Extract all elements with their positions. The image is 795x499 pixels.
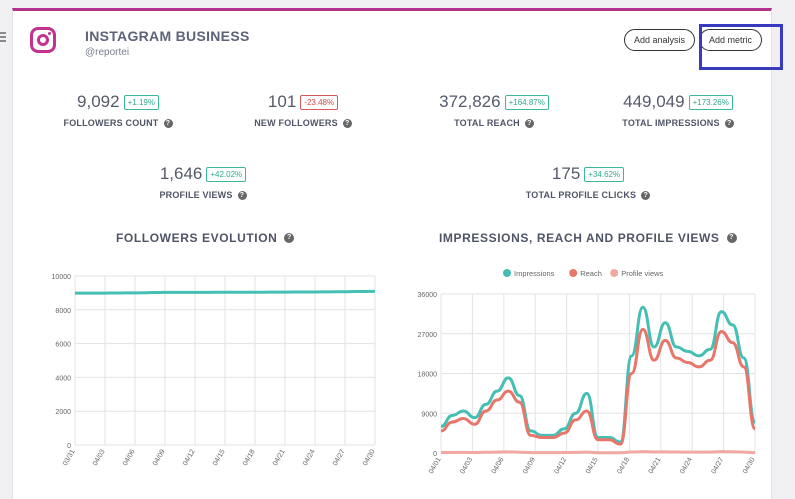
chart-title-text: FOLLOWERS EVOLUTION xyxy=(116,231,278,245)
metric-new-followers: 101 -23.48% NEW FOLLOWERS? xyxy=(228,92,378,128)
x-tick-label: 04/27 xyxy=(711,456,726,475)
help-icon[interactable]: ? xyxy=(237,190,247,200)
add-metric-button[interactable]: Add metric xyxy=(699,29,763,51)
metric-total-reach: 372,826 +164.87% TOTAL REACH? xyxy=(409,92,579,128)
account-handle: @reportei xyxy=(85,47,130,58)
metric-change-badge: +173.26% xyxy=(688,94,733,110)
y-tick-label: 27000 xyxy=(418,332,438,339)
x-tick-label: 04/09 xyxy=(152,448,167,467)
metric-value: 1,646 xyxy=(159,164,203,183)
metric-change-badge: +164.87% xyxy=(504,94,549,110)
metric-value: 175 xyxy=(551,164,581,183)
metric-label: TOTAL PROFILE CLICKS xyxy=(525,190,637,200)
series-line xyxy=(75,289,376,295)
metric-label: TOTAL REACH xyxy=(454,118,520,128)
legend-label: Impressions xyxy=(514,269,555,278)
x-tick-label: 04/30 xyxy=(362,448,377,467)
help-icon[interactable]: ? xyxy=(524,118,534,128)
metric-value: 372,826 xyxy=(439,92,501,111)
x-tick-label: 04/30 xyxy=(742,456,757,475)
chart-title-text: IMPRESSIONS, REACH AND PROFILE VIEWS xyxy=(439,231,720,245)
x-tick-label: 04/27 xyxy=(332,448,347,467)
metric-value: 449,049 xyxy=(623,92,685,111)
series-line xyxy=(440,305,757,444)
x-tick-label: 04/12 xyxy=(554,456,569,475)
x-tick-label: 03/31 xyxy=(62,448,77,467)
metric-total-impressions: 449,049 +173.26% TOTAL IMPRESSIONS? xyxy=(593,92,763,128)
x-tick-label: 04/21 xyxy=(648,456,663,475)
y-tick-label: 9000 xyxy=(421,411,437,418)
help-icon[interactable]: ? xyxy=(641,190,651,200)
drag-handle-icon[interactable] xyxy=(0,32,8,44)
metric-change-badge: +1.19% xyxy=(123,94,159,110)
metric-change-badge: -23.48% xyxy=(300,94,339,110)
x-tick-label: 04/01 xyxy=(428,456,443,475)
instagram-icon xyxy=(30,27,56,53)
x-tick-label: 04/06 xyxy=(491,456,506,475)
card-title: INSTAGRAM BUSINESS xyxy=(85,28,250,44)
metric-value: 9,092 xyxy=(77,92,120,111)
x-tick-label: 04/09 xyxy=(522,456,537,475)
metric-change-badge: +34.62% xyxy=(584,166,625,182)
x-tick-label: 04/24 xyxy=(302,448,317,467)
y-tick-label: 0 xyxy=(433,451,437,458)
x-tick-label: 04/24 xyxy=(679,456,694,475)
x-tick-label: 04/03 xyxy=(92,448,107,467)
y-tick-label: 18000 xyxy=(418,372,438,379)
metric-label: FOLLOWERS COUNT xyxy=(63,118,159,128)
series-line xyxy=(440,327,757,446)
y-tick-label: 0 xyxy=(67,443,71,450)
y-tick-label: 6000 xyxy=(55,342,71,349)
legend-swatch xyxy=(569,269,578,277)
metric-profile-views: 1,646 +42.02% PROFILE VIEWS? xyxy=(128,164,278,200)
y-tick-label: 8000 xyxy=(55,308,71,315)
help-icon[interactable]: ? xyxy=(284,233,295,243)
y-tick-label: 4000 xyxy=(55,375,71,382)
metric-label: TOTAL IMPRESSIONS xyxy=(622,118,720,128)
metric-total-profile-clicks: 175 +34.62% TOTAL PROFILE CLICKS? xyxy=(503,164,673,200)
metric-label: NEW FOLLOWERS xyxy=(254,118,338,128)
followers-evolution-chart: 0 2000 4000 6000 8000 10000 03/31 04/03 04/06 04/… xyxy=(52,274,377,467)
x-tick-label: 04/15 xyxy=(212,448,227,467)
x-tick-label: 04/21 xyxy=(272,448,287,467)
followers-evolution-title: FOLLOWERS EVOLUTION? xyxy=(116,231,295,245)
legend-swatch xyxy=(610,269,619,277)
x-tick-label: 04/06 xyxy=(122,448,137,467)
y-tick-label: 2000 xyxy=(55,409,71,416)
help-icon[interactable]: ? xyxy=(724,118,734,128)
x-tick-label: 04/18 xyxy=(616,456,631,475)
metric-followers-count: 9,092 +1.19% FOLLOWERS COUNT? xyxy=(43,92,193,128)
instagram-report-card: INSTAGRAM BUSINESS @reportei Add analysi… xyxy=(12,8,783,499)
impressions-chart-title: IMPRESSIONS, REACH AND PROFILE VIEWS? xyxy=(439,231,737,245)
help-icon[interactable]: ? xyxy=(342,118,352,128)
legend-swatch xyxy=(503,269,511,277)
series-line xyxy=(440,450,756,455)
x-tick-label: 04/03 xyxy=(459,456,474,475)
y-tick-label: 36000 xyxy=(418,292,438,299)
impressions-reach-views-chart: Impressions Reach Profile views 0 9000 18000 2… xyxy=(418,269,757,475)
x-tick-label: 04/18 xyxy=(242,448,257,467)
legend-label: Reach xyxy=(580,269,602,278)
y-tick-label: 10000 xyxy=(52,274,72,281)
add-analysis-button[interactable]: Add analysis xyxy=(624,29,696,51)
metric-value: 101 xyxy=(267,92,297,111)
legend-label: Profile views xyxy=(621,269,663,278)
help-icon[interactable]: ? xyxy=(726,233,737,243)
x-tick-label: 04/15 xyxy=(585,456,600,475)
x-tick-label: 04/12 xyxy=(182,448,197,467)
metric-change-badge: +42.02% xyxy=(206,166,247,182)
metric-label: PROFILE VIEWS xyxy=(159,190,233,200)
help-icon[interactable]: ? xyxy=(163,118,173,128)
